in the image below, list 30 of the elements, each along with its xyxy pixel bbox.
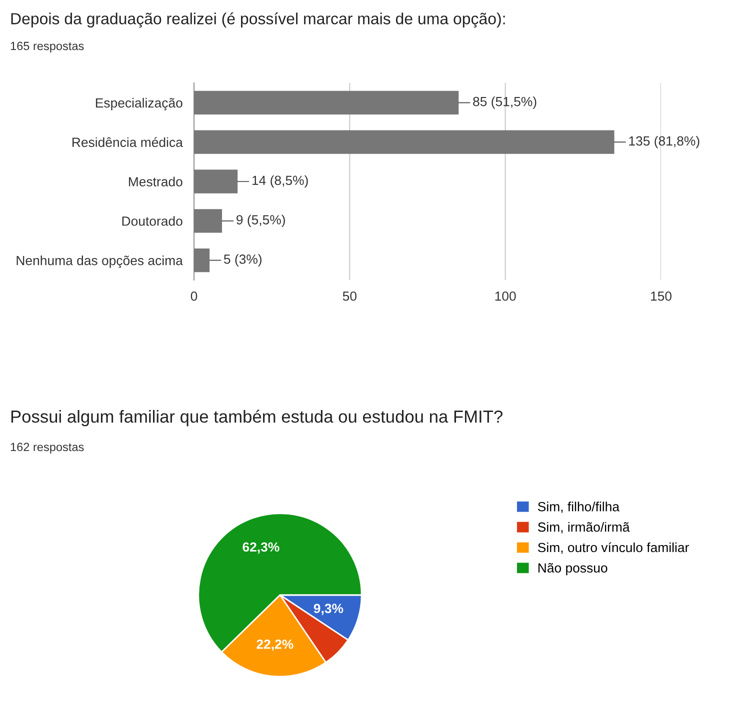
x-tick-label: 0 bbox=[190, 291, 198, 301]
data-label: 14 (8,5%) bbox=[252, 175, 308, 188]
legend-label: Sim, irmão/irmã bbox=[538, 522, 630, 534]
data-label: 135 (81,8%) bbox=[629, 136, 700, 148]
data-label: 9 (5,5%) bbox=[236, 214, 285, 228]
y-tick-label: Residência médica bbox=[72, 137, 183, 148]
x-tick-label: 150 bbox=[651, 291, 672, 301]
bar bbox=[194, 170, 238, 194]
y-tick-label: Mestrado bbox=[128, 176, 182, 186]
chart-title: Depois da graduação realizei (é possível marcar mais de uma opção): bbox=[11, 12, 505, 28]
legend-label: Sim, outro vínculo familiar bbox=[538, 542, 689, 554]
x-tick-label: 50 bbox=[342, 291, 356, 301]
data-label: 5 (3%) bbox=[224, 254, 262, 266]
bar bbox=[194, 130, 614, 154]
data-label: 62,3% bbox=[242, 542, 280, 554]
y-tick-label: Nenhuma das opções acima bbox=[16, 256, 183, 268]
data-label: 85 (51,5%) bbox=[473, 96, 536, 109]
legend-label: Sim, filho/filha bbox=[538, 502, 620, 513]
data-label: 22,2% bbox=[256, 640, 294, 651]
chart-title: Possui algum familiar que também estuda ou estudou na FMIT? bbox=[11, 410, 502, 426]
bar bbox=[194, 248, 210, 272]
y-tick-label: Doutorado bbox=[122, 216, 182, 226]
data-label: 9,3% bbox=[314, 604, 344, 616]
x-tick-label: 100 bbox=[495, 291, 516, 301]
text: 162 respostas bbox=[10, 442, 84, 454]
text: 165 respostas bbox=[10, 42, 84, 52]
legend-label: Não possuo bbox=[538, 563, 608, 576]
y-tick-label: Especialização bbox=[96, 98, 182, 110]
bar bbox=[194, 209, 222, 233]
bar bbox=[194, 90, 459, 115]
